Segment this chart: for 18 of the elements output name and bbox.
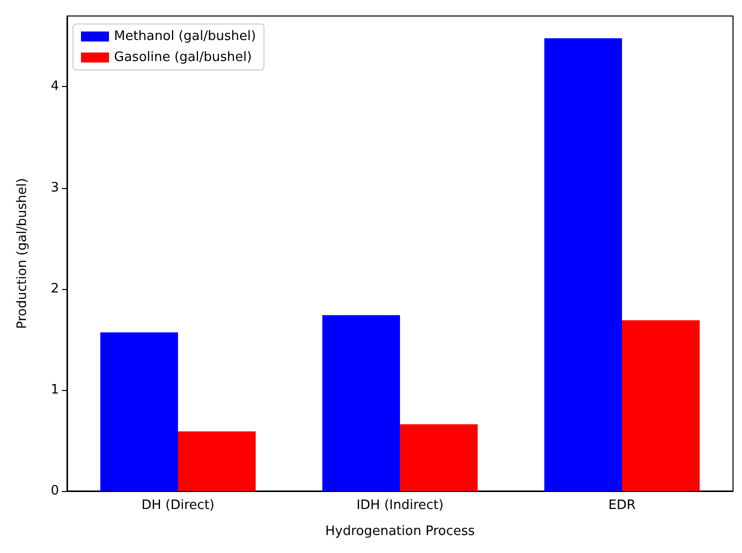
x-tick-label: EDR [608,498,636,513]
legend-label: Methanol (gal/bushel) [114,29,256,44]
y-tick-label: 4 [50,79,59,94]
y-tick-label: 1 [50,382,59,398]
bar [622,320,700,491]
y-tick-label: 2 [50,281,59,296]
x-tick-label: DH (Direct) [142,498,214,513]
bar [544,38,622,491]
x-tick-label: IDH (Indirect) [356,498,444,513]
bar [178,431,256,491]
x-axis-title: Hydrogenation Process [325,524,475,539]
bar [400,424,478,491]
y-tick-label: 0 [50,484,59,498]
legend-label: Gasoline (gal/bushel) [114,50,252,65]
y-tick-label: 3 [50,180,59,196]
bar [322,315,400,491]
y-axis-title: Production (gal/bushel) [15,178,30,329]
bar [100,332,178,491]
